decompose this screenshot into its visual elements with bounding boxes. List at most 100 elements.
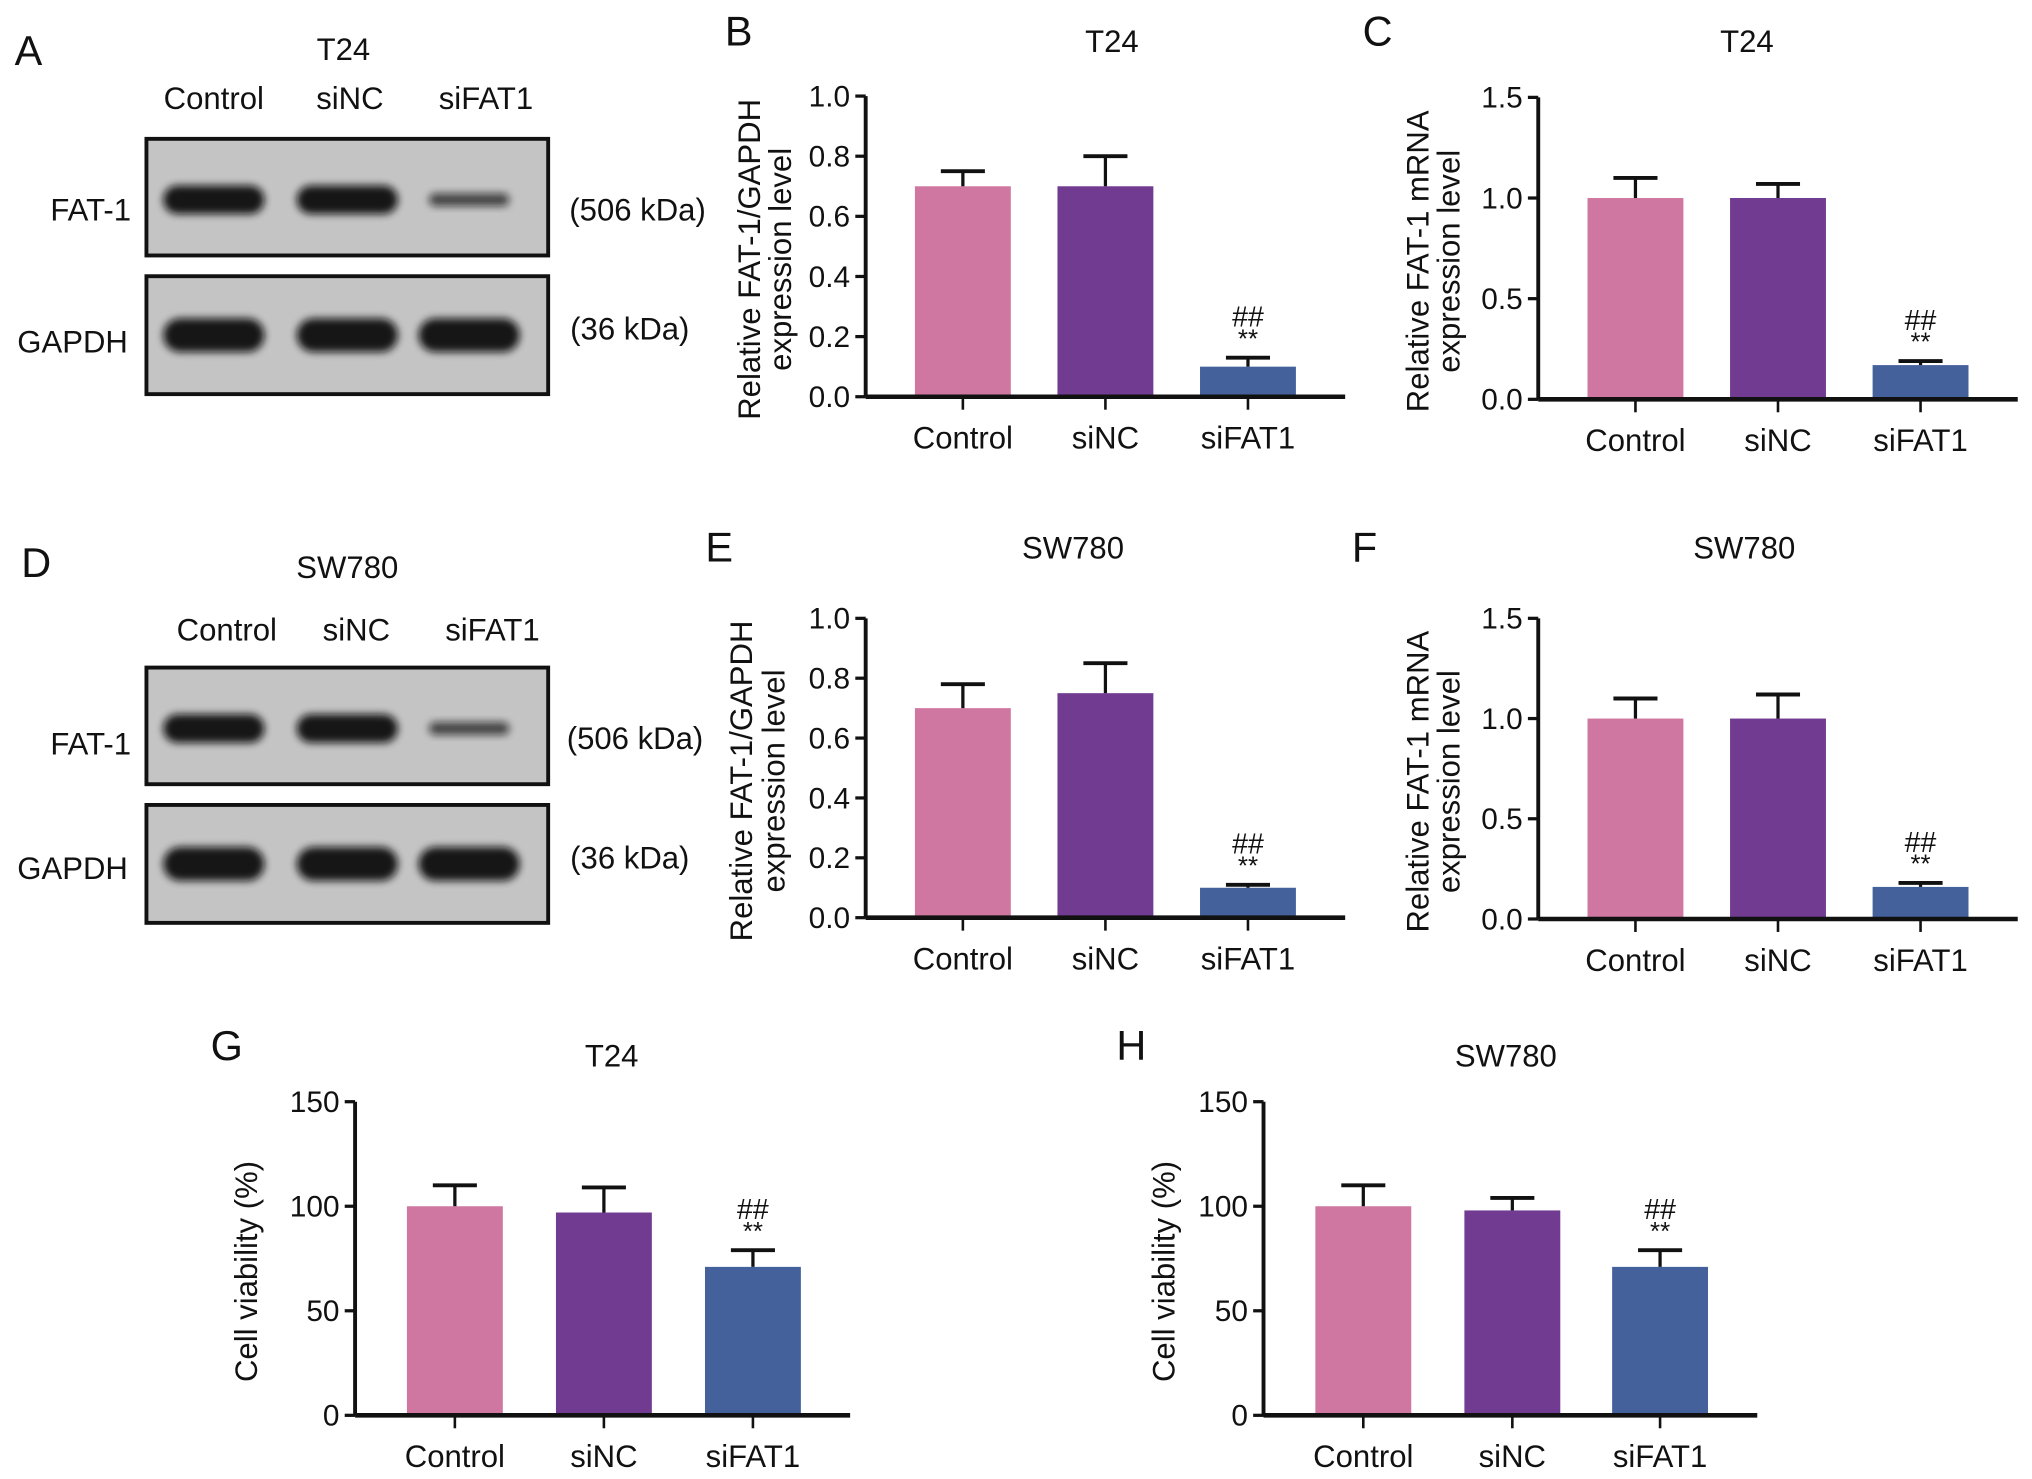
x-tick-label: Control — [1585, 943, 1685, 978]
x-tick-label: siNC — [1072, 942, 1139, 977]
significance-stars: ** — [1650, 1218, 1670, 1246]
protein-label: GAPDH — [17, 851, 128, 886]
protein-band — [163, 318, 265, 353]
protein-band — [428, 193, 510, 207]
molecular-weight-label: (506 kDa) — [569, 192, 706, 227]
y-tick-label: 0 — [323, 1400, 340, 1433]
significance-stars: ** — [1238, 852, 1258, 880]
x-tick-label: siNC — [1744, 943, 1811, 978]
x-tick-label: Control — [405, 1439, 505, 1474]
x-tick-label: siFAT1 — [1201, 421, 1295, 456]
y-tick-label: 1.5 — [1481, 82, 1522, 115]
bar-siFAT1 — [704, 1266, 801, 1416]
y-tick-label: 1.0 — [809, 80, 850, 113]
y-tick-label: 1.0 — [809, 603, 850, 636]
x-tick-label: Control — [913, 942, 1013, 977]
panel-label: D — [21, 539, 51, 586]
bar-siNC — [1057, 693, 1154, 918]
y-axis-label: Relative FAT-1 mRNA — [1401, 630, 1436, 932]
y-tick-label: 100 — [290, 1191, 340, 1224]
y-axis-label: expression level — [763, 148, 798, 371]
blot-title: SW780 — [296, 550, 398, 585]
y-tick-label: 0.0 — [809, 902, 850, 935]
y-axis-label: Relative FAT-1 mRNA — [1401, 110, 1436, 412]
bar-siNC — [1057, 186, 1154, 397]
y-axis-label: Cell viability (%) — [1147, 1161, 1182, 1382]
y-axis-label: expression level — [1432, 150, 1467, 373]
molecular-weight-label: (36 kDa) — [570, 840, 689, 875]
bar-Control — [914, 186, 1011, 397]
panel-label: H — [1116, 1022, 1146, 1069]
chart-title: T24 — [1085, 24, 1139, 59]
panel-label: C — [1363, 8, 1393, 55]
bar-siNC — [1464, 1210, 1561, 1416]
protein-band — [296, 714, 398, 743]
x-tick-label: siNC — [1479, 1439, 1546, 1474]
bar-siFAT1 — [1200, 887, 1296, 918]
x-tick-label: siFAT1 — [706, 1439, 800, 1474]
significance-hashes: ## — [1905, 305, 1937, 337]
bar-siFAT1 — [1200, 366, 1296, 397]
protein-band — [163, 847, 265, 881]
protein-band — [296, 185, 398, 215]
x-tick-label: Control — [913, 421, 1013, 456]
significance-stars: ** — [743, 1218, 763, 1246]
panel-label: A — [15, 27, 43, 74]
x-tick-label: Control — [1313, 1439, 1413, 1474]
bar-siFAT1 — [1872, 365, 1969, 400]
panel-label: F — [1352, 523, 1377, 570]
y-tick-label: 50 — [306, 1295, 339, 1328]
bar-siNC — [1730, 718, 1826, 919]
significance-hashes: ## — [737, 1194, 769, 1226]
y-tick-label: 0.2 — [809, 842, 850, 875]
lane-label: Control — [164, 81, 264, 116]
x-tick-label: siFAT1 — [1873, 943, 1967, 978]
x-tick-label: Control — [1585, 423, 1685, 458]
y-axis-label: Relative FAT-1/GAPDH — [724, 621, 759, 942]
y-tick-label: 0.6 — [809, 201, 850, 234]
y-tick-label: 0.0 — [1481, 384, 1522, 417]
x-tick-label: siNC — [1072, 421, 1139, 456]
x-tick-label: siFAT1 — [1201, 942, 1295, 977]
bar-Control — [1315, 1206, 1412, 1416]
y-tick-label: 1.0 — [1481, 182, 1522, 215]
y-tick-label: 1.0 — [1481, 703, 1522, 736]
y-tick-label: 0.0 — [809, 381, 850, 414]
protein-label: GAPDH — [17, 325, 128, 360]
y-axis-label: expression level — [1432, 670, 1467, 893]
molecular-weight-label: (506 kDa) — [567, 721, 704, 756]
panel-label: B — [725, 8, 753, 55]
blot-title: T24 — [317, 32, 371, 67]
y-tick-label: 50 — [1215, 1295, 1248, 1328]
chart-title: SW780 — [1022, 531, 1124, 566]
protein-band — [296, 318, 398, 353]
significance-hashes: ## — [1644, 1194, 1676, 1226]
significance-hashes: ## — [1232, 829, 1264, 861]
protein-band — [418, 318, 520, 353]
y-axis-label: Cell viability (%) — [229, 1161, 264, 1382]
x-tick-label: siNC — [1744, 423, 1811, 458]
lane-label: siNC — [323, 612, 390, 647]
bar-siNC — [1730, 198, 1826, 400]
chart-title: T24 — [1720, 24, 1774, 59]
bar-siFAT1 — [1612, 1266, 1709, 1416]
protein-band — [418, 847, 520, 881]
y-tick-label: 0.0 — [1481, 903, 1522, 936]
y-tick-label: 0 — [1231, 1400, 1248, 1433]
significance-stars: ** — [1910, 851, 1930, 879]
x-tick-label: siNC — [570, 1439, 637, 1474]
y-tick-label: 150 — [1198, 1086, 1248, 1119]
panel-label: G — [211, 1022, 243, 1069]
significance-stars: ** — [1910, 329, 1930, 357]
bar-siNC — [555, 1212, 652, 1416]
bar-Control — [1587, 198, 1684, 400]
x-tick-label: siFAT1 — [1873, 423, 1967, 458]
lane-label: Control — [177, 612, 277, 647]
y-tick-label: 0.8 — [809, 663, 850, 696]
y-axis-label: expression level — [757, 669, 792, 892]
y-tick-label: 1.5 — [1481, 603, 1522, 636]
bar-Control — [406, 1206, 503, 1416]
protein-band — [163, 714, 265, 743]
panel-label: E — [705, 523, 733, 570]
